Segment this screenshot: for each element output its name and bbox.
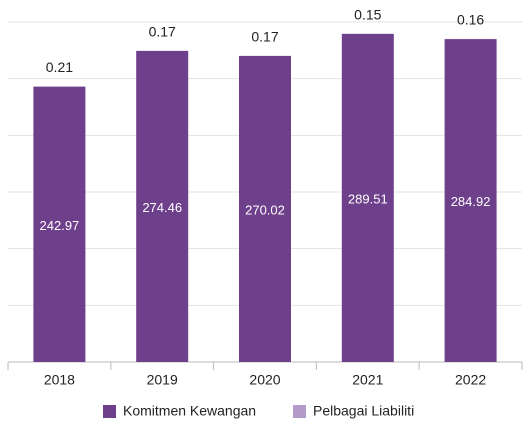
bar-segment bbox=[239, 55, 291, 363]
value-label: 289.51 bbox=[348, 191, 388, 206]
x-tick-label: 2019 bbox=[147, 372, 178, 388]
bar-segment bbox=[341, 33, 394, 362]
value-label: 242.97 bbox=[40, 218, 80, 233]
legend-label: Pelbagai Liabiliti bbox=[313, 403, 414, 419]
value-label: 0.16 bbox=[457, 12, 484, 28]
bar-segment bbox=[136, 50, 189, 362]
legend-label: Komitmen Kewangan bbox=[123, 403, 256, 419]
x-tick-label: 2022 bbox=[455, 372, 486, 388]
x-tick-label: 2021 bbox=[352, 372, 383, 388]
x-tick-label: 2018 bbox=[44, 372, 75, 388]
value-label: 0.21 bbox=[46, 59, 73, 75]
value-label: 284.92 bbox=[451, 194, 491, 209]
legend-swatch bbox=[103, 405, 116, 418]
value-label: 0.17 bbox=[149, 23, 176, 39]
value-label: 274.46 bbox=[142, 200, 182, 215]
legend-swatch bbox=[293, 405, 306, 418]
value-label: 270.02 bbox=[245, 202, 285, 217]
bar-segment bbox=[33, 86, 86, 362]
value-label: 0.17 bbox=[251, 28, 278, 44]
value-label: 0.15 bbox=[354, 6, 381, 22]
x-tick-label: 2020 bbox=[249, 372, 280, 388]
bar-segment bbox=[444, 39, 497, 362]
